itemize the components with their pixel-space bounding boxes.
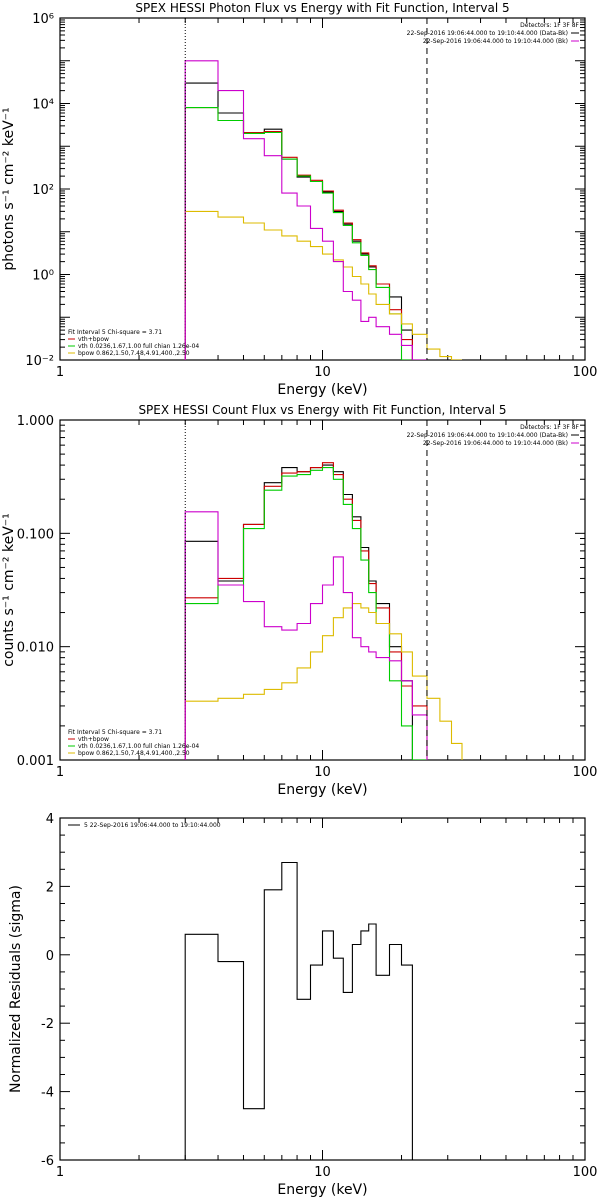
legend-top-text: 5 22-Sep-2016 19:06:44.000 to 19:10:44.0… [84, 822, 221, 829]
legend-top-text: 22-Sep-2016 19:06:44.000 to 19:10:44.000… [423, 440, 568, 447]
chart-title: SPEX HESSI Count Flux vs Energy with Fit… [138, 403, 506, 417]
legend-top-text: 22-Sep-2016 19:06:44.000 to 19:10:44.000… [407, 432, 568, 439]
chart-panel-2: SPEX HESSI Count Flux vs Energy with Fit… [1, 403, 597, 798]
legend-bottom-text: Fit Interval 5 Chi-square = 3.71 [68, 729, 162, 736]
x-axis-label: Energy (keV) [277, 1182, 367, 1198]
series-line-4 [184, 210, 462, 360]
y-tick-label: 10⁻² [25, 354, 54, 369]
plot-frame [59, 817, 586, 1161]
series-group [184, 60, 462, 360]
series-line-5 [184, 511, 428, 760]
y-tick-label: 0.010 [17, 641, 54, 656]
legend-bottom-text: bpow 0.862,1.50,7.48,4.91,400.,2.50 [78, 750, 190, 757]
legend-top-text: 22-Sep-2016 19:06:44.000 to 19:10:44.000… [407, 30, 568, 37]
series-line-1 [184, 861, 413, 1160]
x-axis-label: Energy (keV) [277, 782, 367, 798]
x-tick-label: 10 [314, 765, 331, 780]
y-tick-label: 0.001 [17, 754, 54, 769]
x-tick-label: 100 [573, 365, 598, 380]
series-line-1 [184, 464, 413, 760]
legend-bottom-text: bpow 0.862,1.50,7.48,4.91,400.,2.50 [78, 350, 190, 357]
y-axis-label: photons s⁻¹ cm⁻² keV⁻¹ [1, 107, 17, 270]
x-tick-label: 10 [314, 365, 331, 380]
y-tick-label: -6 [41, 1154, 54, 1169]
x-tick-label: 100 [573, 765, 598, 780]
chart-title: SPEX HESSI Photon Flux vs Energy with Fi… [135, 1, 509, 15]
legend-bottom-text: vth 0.0236,1.67,1.00 full chian 1.26e-04 [78, 343, 199, 350]
series-line-3 [184, 107, 427, 360]
y-tick-label: 0.100 [17, 527, 54, 542]
series-group [184, 861, 413, 1160]
legend-bottom-text: vth+bpow [78, 336, 109, 343]
x-tick-label: 1 [56, 365, 64, 380]
y-tick-label: 10² [32, 183, 54, 198]
series-line-3 [184, 467, 427, 760]
y-tick-label: 10⁶ [32, 12, 54, 27]
series-line-2 [184, 107, 427, 360]
legend-top-text: Detectors: 1F 3F 8F [520, 22, 579, 29]
chart-panel-3: 1 10 100 -6 -4 -2 0 2 4 Energy (keV) Normalized Re… [8, 812, 597, 1198]
x-axis-label: Energy (keV) [277, 382, 367, 398]
series-line-4 [184, 603, 463, 760]
y-tick-label: 4 [46, 812, 54, 827]
x-tick-label: 100 [573, 1165, 598, 1180]
y-tick-label: -4 [41, 1086, 54, 1101]
legend-bottom-text: vth 0.0236,1.67,1.00 full chian 1.26e-04 [78, 743, 199, 750]
series-group [184, 462, 463, 760]
legend-bottom-text: Fit Interval 5 Chi-square = 3.71 [68, 329, 162, 336]
y-axis-label: counts s⁻¹ cm⁻² keV⁻¹ [1, 513, 17, 667]
x-tick-label: 1 [56, 1165, 64, 1180]
x-tick-label: 10 [314, 1165, 331, 1180]
y-axis-label: Normalized Residuals (sigma) [8, 885, 24, 1093]
series-line-1 [184, 82, 413, 360]
x-tick-label: 1 [56, 765, 64, 780]
legend-top-text: Detectors: 1F 3F 8F [520, 424, 579, 431]
legend-top-text: 22-Sep-2016 19:06:44.000 to 19:10:44.000… [423, 38, 568, 45]
y-tick-label: 2 [46, 880, 54, 895]
series-line-2 [184, 462, 428, 760]
y-tick-label: 10⁰ [32, 269, 54, 284]
y-tick-label: -2 [41, 1017, 54, 1032]
legend-bottom-text: vth+bpow [78, 736, 109, 743]
series-line-5 [184, 60, 427, 360]
chart-panel-1: SPEX HESSI Photon Flux vs Energy with Fi… [1, 1, 597, 398]
y-tick-label: 1.000 [17, 414, 54, 429]
y-tick-label: 0 [46, 949, 54, 964]
y-tick-label: 10⁴ [32, 98, 54, 113]
